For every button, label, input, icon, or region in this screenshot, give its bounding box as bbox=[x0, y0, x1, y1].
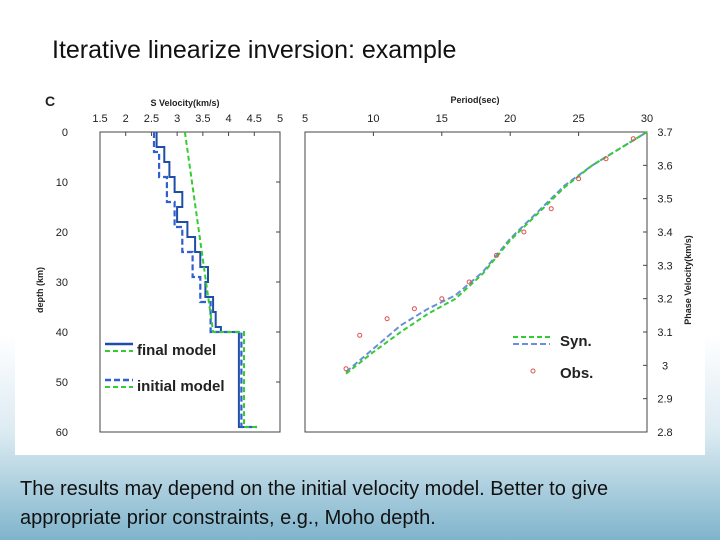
right-ytick-label: 3.4 bbox=[657, 227, 672, 239]
left-legend: final model initial model bbox=[105, 342, 225, 395]
left-xtick-label: 4 bbox=[226, 113, 232, 125]
right-xtick-label: 20 bbox=[504, 113, 516, 125]
right-xtick-label: 10 bbox=[367, 113, 379, 125]
right-legend: Syn. Obs. bbox=[513, 333, 593, 382]
left-xtick-label: 3.5 bbox=[195, 113, 210, 125]
obs-point bbox=[343, 366, 349, 372]
left-series-initial-model bbox=[152, 132, 257, 429]
obs-point bbox=[576, 176, 582, 182]
right-ytick-label: 2.9 bbox=[657, 394, 672, 406]
left-panel-frame bbox=[99, 131, 281, 433]
obs-point bbox=[548, 206, 554, 212]
legend-initial-label: initial model bbox=[137, 378, 225, 395]
left-ylabel: depth (km) bbox=[35, 267, 45, 313]
left-series-true-model bbox=[183, 131, 260, 428]
obs-point bbox=[603, 156, 609, 162]
right-ytick-label: 3.2 bbox=[657, 294, 672, 306]
obs-point bbox=[466, 279, 472, 285]
left-ytick-label: 40 bbox=[56, 327, 68, 339]
left-xlabel: S Velocity(km/s) bbox=[150, 98, 219, 108]
slide-caption: The results may depend on the initial ve… bbox=[20, 478, 609, 529]
right-ylabel: Phase Velocity(km/s) bbox=[683, 235, 693, 325]
obs-point bbox=[521, 229, 527, 235]
figure-container: 1.5 2 2.5 3 3.5 4 4.5 5 0 10 20 30 40 50 60 5 10 15 20 25 3… bbox=[15, 90, 705, 455]
right-xlabel: Period(sec) bbox=[450, 95, 499, 105]
left-ytick-label: 30 bbox=[56, 277, 68, 289]
right-series-group bbox=[343, 131, 648, 375]
left-series-group bbox=[152, 131, 260, 429]
obs-point bbox=[439, 296, 445, 302]
legend-final-label: final model bbox=[137, 342, 216, 359]
left-ytick-label: 60 bbox=[56, 427, 68, 439]
obs-point bbox=[494, 252, 499, 258]
right-xtick-label: 25 bbox=[572, 113, 584, 125]
left-ytick-label: 0 bbox=[62, 127, 68, 139]
right-ytick-label: 3.5 bbox=[657, 194, 672, 206]
left-xtick-label: 3 bbox=[174, 113, 180, 125]
obs-point bbox=[357, 332, 363, 338]
right-ytick-label: 2.8 bbox=[657, 427, 672, 439]
left-xtick-label: 5 bbox=[277, 113, 283, 125]
legend-obs-marker bbox=[530, 368, 536, 374]
right-ytick-label: 3 bbox=[662, 360, 668, 372]
obs-point bbox=[384, 316, 390, 322]
left-ytick-label: 50 bbox=[56, 377, 68, 389]
panel-label: C bbox=[45, 93, 55, 109]
legend-obs-label: Obs. bbox=[560, 365, 593, 382]
right-ytick-label: 3.7 bbox=[657, 127, 672, 139]
right-ytick-label: 3.1 bbox=[657, 327, 672, 339]
right-ytick-label: 3.6 bbox=[657, 160, 672, 172]
left-ytick-label: 20 bbox=[56, 227, 68, 239]
right-xtick-label: 15 bbox=[436, 113, 448, 125]
left-xtick-label: 2 bbox=[123, 113, 129, 125]
left-series-final-model bbox=[155, 132, 255, 428]
right-panel-frame bbox=[304, 131, 648, 433]
left-ytick-label: 10 bbox=[56, 177, 68, 189]
legend-syn-label: Syn. bbox=[560, 333, 592, 350]
right-axis-ticks: 5 10 15 20 25 30 3.7 3.6 3.5 3.4 3.3 3.2 3.1 3 2.9 2.8 bbox=[302, 113, 673, 439]
left-xtick-label: 1.5 bbox=[92, 113, 107, 125]
obs-point bbox=[411, 306, 417, 312]
right-series-target bbox=[345, 131, 648, 375]
right-xtick-label: 30 bbox=[641, 113, 653, 125]
right-ytick-label: 3.3 bbox=[657, 260, 672, 272]
right-xtick-label: 5 bbox=[302, 113, 308, 125]
slide-title: Iterative linearize inversion: example bbox=[52, 36, 457, 64]
obs-point bbox=[630, 136, 636, 142]
left-xtick-label: 4.5 bbox=[247, 113, 262, 125]
left-xtick-label: 2.5 bbox=[144, 113, 159, 125]
